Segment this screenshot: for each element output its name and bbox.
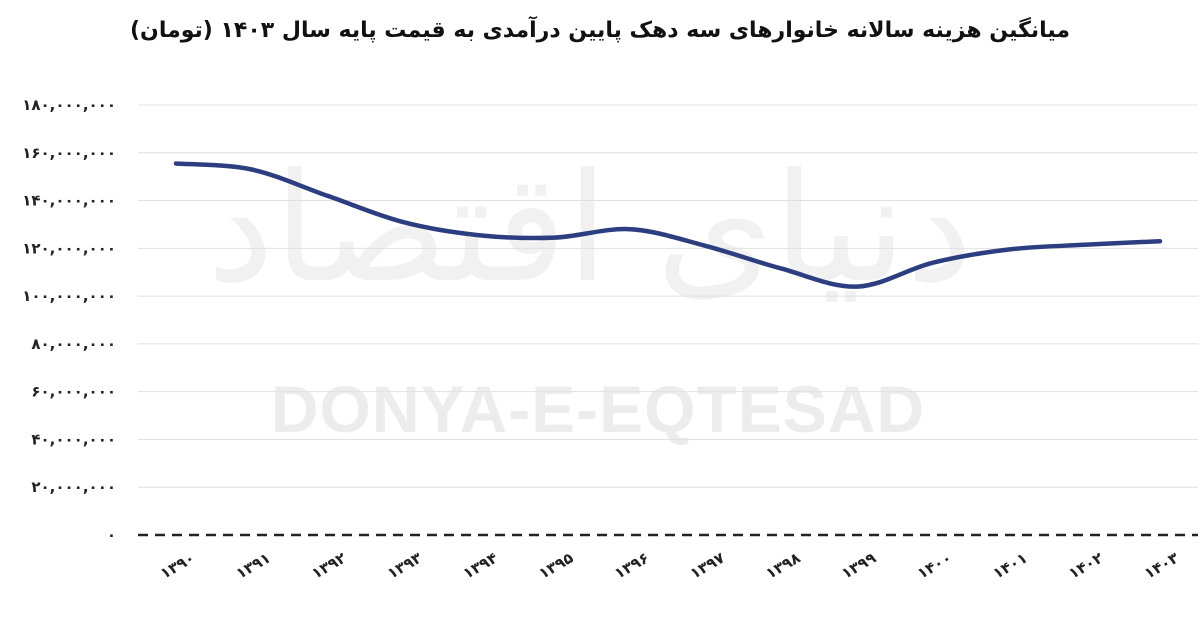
data-point <box>627 226 633 232</box>
data-point <box>400 219 406 225</box>
x-tick-label: ۱۴۰۰ <box>914 549 955 583</box>
data-point <box>854 284 860 290</box>
watermark: دنیای اقتصاد DONYA-E-EQTESAD <box>207 142 973 446</box>
x-tick-label: ۱۳۹۱ <box>233 549 274 583</box>
chart-title: میانگین هزینه سالانه خانوارهای سه دهک پا… <box>130 18 1070 43</box>
x-tick-label: ۱۳۹۳ <box>384 549 425 583</box>
y-tick-label: ۶۰,۰۰۰,۰۰۰ <box>31 383 116 401</box>
x-tick-label: ۱۳۹۵ <box>536 549 577 583</box>
x-tick-label: ۱۳۹۴ <box>460 549 501 583</box>
watermark-latin-text: DONYA-E-EQTESAD <box>271 372 925 446</box>
data-point <box>1081 242 1087 248</box>
y-tick-label: ۱۸۰,۰۰۰,۰۰۰ <box>22 96 116 114</box>
watermark-arabic-text: دنیای اقتصاد <box>207 142 973 316</box>
data-point <box>324 193 330 199</box>
x-tick-label: ۱۳۹۸ <box>763 549 804 583</box>
x-tick-label: ۱۳۹۷ <box>687 549 728 583</box>
y-tick-label: ۱۶۰,۰۰۰,۰۰۰ <box>22 144 116 162</box>
data-point <box>1006 247 1012 253</box>
y-tick-label: ۲۰,۰۰۰,۰۰۰ <box>31 478 116 496</box>
x-axis-tick-labels: ۱۳۹۰ ۱۳۹۱ ۱۳۹۲ ۱۳۹۳ ۱۳۹۴ ۱۳۹۵ ۱۳۹۶ ۱۳۹۷ ۱۳۹۸ ۱۳۹۹… <box>157 549 1182 583</box>
y-grid-lines <box>138 104 1198 537</box>
y-tick-label: ۱۰۰,۰۰۰,۰۰۰ <box>22 287 116 305</box>
x-tick-label: ۱۳۹۲ <box>309 549 350 583</box>
y-tick-label: ۴۰,۰۰۰,۰۰۰ <box>31 430 116 448</box>
y-axis-tick-labels: ۰ ۲۰,۰۰۰,۰۰۰ ۴۰,۰۰۰,۰۰۰ ۶۰,۰۰۰,۰۰۰ ۸۰,۰۰۰,۰۰… <box>22 96 116 544</box>
data-point <box>173 161 179 167</box>
x-tick-label: ۱۳۹۰ <box>157 549 198 583</box>
x-tick-label: ۱۳۹۹ <box>838 549 879 583</box>
series-line <box>173 161 1163 289</box>
data-point <box>249 167 255 173</box>
series-layer <box>173 161 1163 290</box>
data-point <box>930 260 936 266</box>
data-point <box>779 266 785 272</box>
data-point <box>551 235 557 241</box>
x-tick-label: ۱۴۰۲ <box>1065 549 1106 583</box>
data-point <box>703 243 709 249</box>
x-tick-label: ۱۴۰۱ <box>990 549 1031 583</box>
x-tick-label: ۱۳۹۶ <box>611 549 652 583</box>
data-point <box>476 232 482 238</box>
y-tick-label: ۸۰,۰۰۰,۰۰۰ <box>31 335 116 353</box>
data-point <box>1157 238 1163 244</box>
y-tick-label: ۱۲۰,۰۰۰,۰۰۰ <box>22 239 116 257</box>
y-tick-label: ۱۴۰,۰۰۰,۰۰۰ <box>22 192 116 210</box>
y-tick-label: ۰ <box>107 526 116 544</box>
x-tick-label: ۱۴۰۳ <box>1141 549 1182 583</box>
